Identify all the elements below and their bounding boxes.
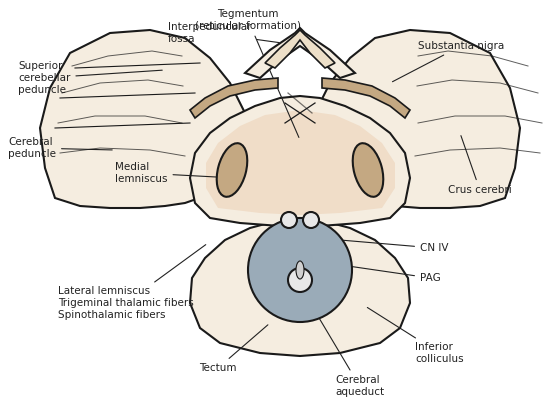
Polygon shape	[312, 30, 520, 208]
Text: Cerebral
peduncle: Cerebral peduncle	[8, 137, 112, 159]
Text: Interpeduncular
fossa: Interpeduncular fossa	[168, 22, 279, 44]
Ellipse shape	[353, 143, 383, 197]
Circle shape	[303, 212, 319, 228]
Text: Lateral lemniscus
Trigeminal thalamic fibers
Spinothalamic fibers: Lateral lemniscus Trigeminal thalamic fi…	[58, 245, 206, 320]
Polygon shape	[190, 78, 278, 118]
Text: Tectum: Tectum	[199, 325, 268, 373]
Polygon shape	[190, 218, 410, 356]
Polygon shape	[265, 30, 335, 68]
Circle shape	[288, 268, 312, 292]
Text: PAG: PAG	[351, 266, 441, 283]
Text: Inferior
colliculus: Inferior colliculus	[367, 308, 464, 364]
Text: Medial
lemniscus: Medial lemniscus	[115, 162, 232, 184]
Polygon shape	[190, 96, 410, 228]
Circle shape	[281, 212, 297, 228]
Polygon shape	[40, 30, 248, 208]
Ellipse shape	[296, 261, 304, 279]
Text: CN IV: CN IV	[343, 240, 449, 253]
Text: Cerebral
aqueduct: Cerebral aqueduct	[301, 288, 384, 397]
Text: Substantia nigra: Substantia nigra	[393, 41, 504, 82]
Polygon shape	[245, 28, 355, 78]
Text: Tegmentum
(reticular formation): Tegmentum (reticular formation)	[195, 9, 301, 138]
Text: Crus cerebri: Crus cerebri	[448, 135, 512, 195]
Ellipse shape	[217, 143, 248, 197]
Text: Superior
cerebellar
peduncle: Superior cerebellar peduncle	[18, 61, 162, 94]
Polygon shape	[322, 78, 410, 118]
Circle shape	[248, 218, 352, 322]
Polygon shape	[206, 110, 395, 215]
